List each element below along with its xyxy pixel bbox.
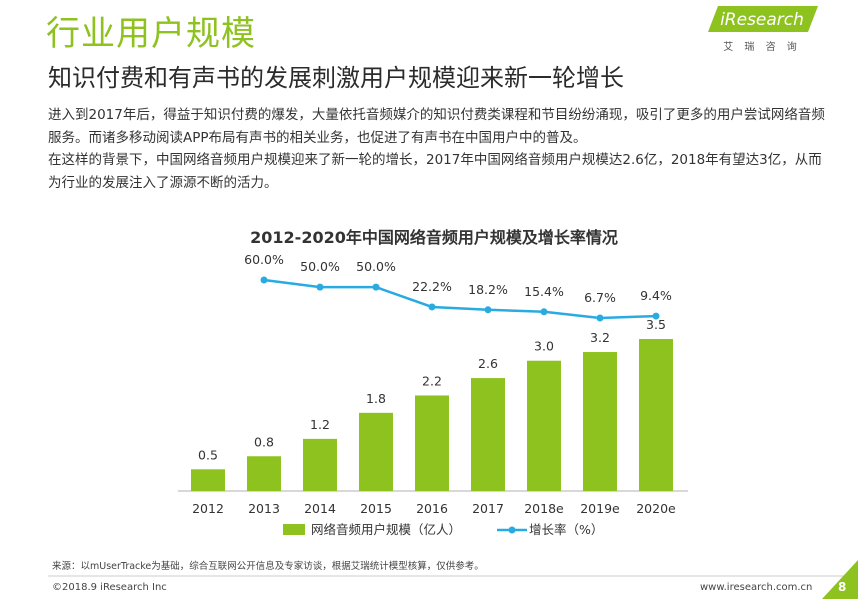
data-label: 60.0%	[244, 252, 284, 267]
data-label: 3.0	[534, 339, 554, 354]
paragraph: 在这样的背景下，中国网络音频用户规模迎来了新一轮的增长，2017年中国网络音频用…	[48, 152, 822, 191]
x-tick-label: 2015	[360, 501, 392, 516]
line-point	[652, 312, 660, 320]
data-label: 50.0%	[356, 259, 396, 274]
body-text: 进入到2017年后，得益于知识付费的爆发，大量依托音频媒介的知识付费类课程和节目…	[48, 104, 828, 194]
line-point	[428, 303, 436, 311]
line-point	[540, 308, 548, 316]
logo-brand: iResearch	[720, 10, 804, 30]
x-tick-label: 2017	[472, 501, 504, 516]
bar	[303, 438, 337, 491]
bar	[583, 352, 617, 491]
line-point	[316, 283, 324, 291]
bar	[527, 360, 561, 491]
data-label: 50.0%	[300, 259, 340, 274]
data-label: 3.5	[646, 317, 666, 332]
line-point	[260, 276, 268, 284]
page-corner	[822, 560, 858, 599]
x-tick-label: 2018e	[524, 501, 564, 516]
line-point	[484, 306, 492, 314]
data-label: 9.4%	[640, 288, 672, 303]
legend-label: 网络音频用户规模（亿人）	[311, 522, 461, 537]
data-label: 6.7%	[584, 290, 616, 305]
chart-title: 2012-2020年中国网络音频用户规模及增长率情况	[250, 228, 618, 247]
bar	[471, 378, 505, 491]
copyright: ©2018.9 iResearch Inc	[52, 582, 167, 593]
data-label: 3.2	[590, 330, 610, 345]
x-tick-label: 2013	[248, 501, 280, 516]
legend-swatch	[508, 526, 516, 534]
page-number: 8	[838, 580, 847, 594]
data-label: 2.6	[478, 356, 498, 371]
bar	[359, 412, 393, 491]
x-tick-label: 2020e	[636, 501, 676, 516]
slide-subtitle: 知识付费和有声书的发展刺激用户规模迎来新一轮增长	[48, 64, 624, 92]
data-label: 15.4%	[524, 284, 564, 299]
bar	[415, 395, 449, 491]
legend-label: 增长率（%）	[529, 522, 603, 537]
data-label: 22.2%	[412, 279, 452, 294]
line	[263, 278, 657, 320]
data-label: 1.8	[366, 391, 386, 406]
data-label: 0.5	[198, 447, 218, 462]
bar	[191, 469, 225, 491]
line-point	[596, 314, 604, 322]
legend-swatch	[283, 524, 305, 535]
data-label: 0.8	[254, 434, 274, 449]
data-label: 1.2	[310, 417, 330, 432]
bar	[247, 456, 281, 491]
slide-title: 行业用户规模	[46, 14, 256, 54]
bar	[639, 339, 673, 491]
url: www.iresearch.com.cn	[700, 582, 813, 593]
data-label: 2.2	[422, 373, 442, 388]
x-tick-label: 2016	[416, 501, 448, 516]
paragraph: 进入到2017年后，得益于知识付费的爆发，大量依托音频媒介的知识付费类课程和节目…	[48, 107, 825, 146]
logo-cn: 艾 瑞 咨 询	[723, 42, 801, 53]
x-tick-label: 2012	[192, 501, 224, 516]
data-label: 18.2%	[468, 282, 508, 297]
source-note: 来源：以mUserTracke为基础，综合互联网公开信息及专家访谈，根据艾瑞统计…	[52, 561, 484, 572]
x-tick-label: 2019e	[580, 501, 620, 516]
logo-shape	[708, 6, 818, 32]
x-tick-label: 2014	[304, 501, 336, 516]
line-point	[372, 283, 380, 291]
